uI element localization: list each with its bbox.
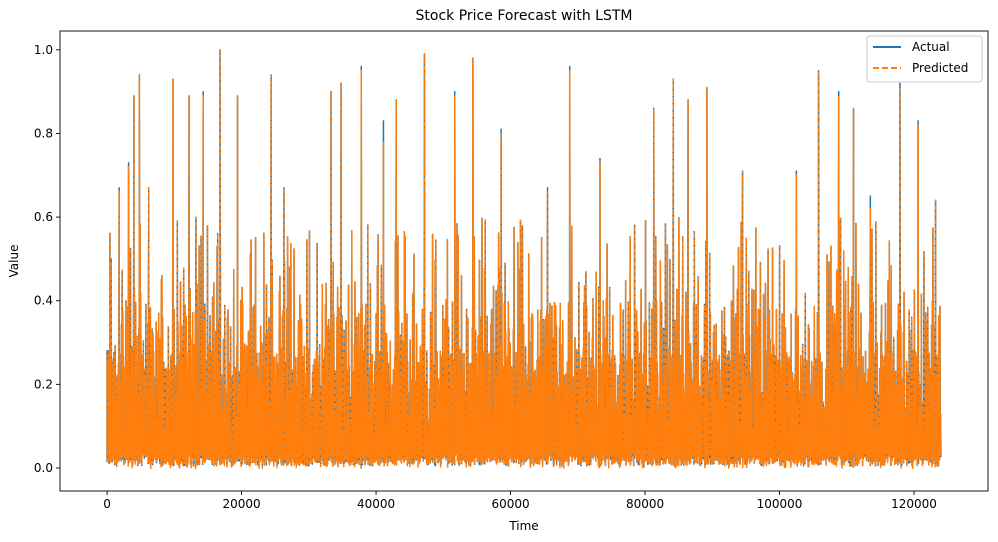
y-tick-label: 1.0	[34, 43, 53, 57]
x-tick-label: 100000	[757, 497, 803, 511]
x-tick-label: 20000	[222, 497, 260, 511]
y-tick-label: 0.6	[34, 210, 53, 224]
y-axis: 0.0 0.2 0.4 0.6 0.8 1.0	[34, 43, 60, 475]
series-layer	[106, 49, 942, 470]
x-tick-label: 40000	[357, 497, 395, 511]
plot-frame	[59, 30, 989, 492]
legend: Actual Predicted	[866, 35, 983, 83]
y-tick-label: 0.8	[34, 126, 53, 140]
x-tick-label: 120000	[891, 497, 937, 511]
legend-label-predicted: Predicted	[912, 61, 968, 75]
x-axis: 0 20000 40000 60000 80000 100000 120000	[103, 491, 937, 511]
y-tick-label: 0.2	[34, 377, 53, 391]
series-line-predicted	[106, 49, 942, 470]
x-axis-label: Time	[508, 519, 538, 533]
y-axis-label: Value	[7, 245, 21, 278]
chart-title: Stock Price Forecast with LSTM	[416, 8, 633, 24]
legend-label-actual: Actual	[912, 40, 950, 54]
x-tick-label: 60000	[491, 497, 529, 511]
x-tick-label: 0	[103, 497, 111, 511]
x-tick-label: 80000	[626, 497, 664, 511]
y-tick-label: 0.0	[34, 461, 53, 475]
y-tick-label: 0.4	[34, 294, 53, 308]
